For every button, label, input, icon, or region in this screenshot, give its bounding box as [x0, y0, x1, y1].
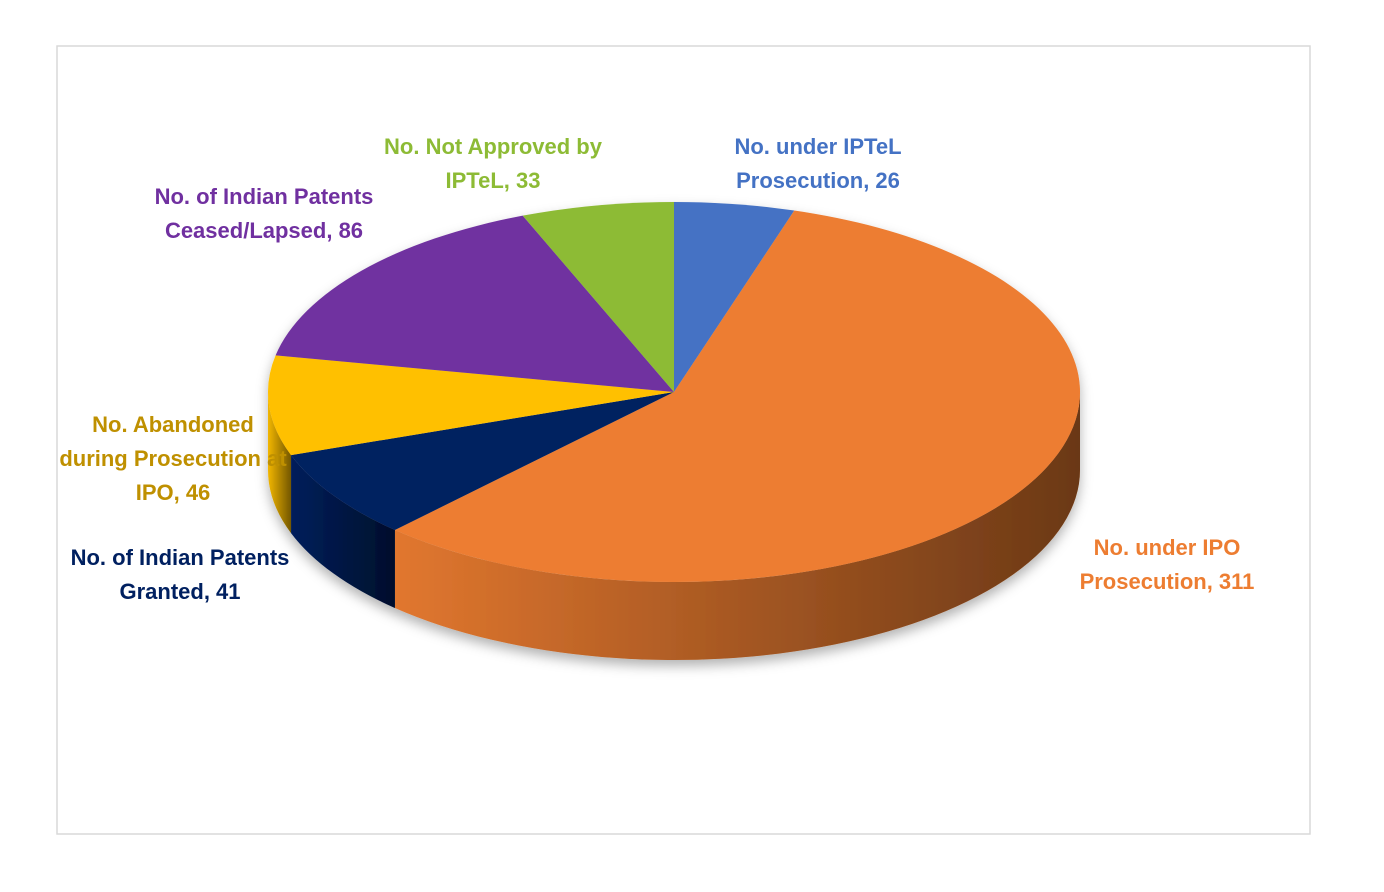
data-label: No. Not Approved by IPTeL, 33 [378, 130, 608, 198]
pie [268, 202, 1080, 660]
data-label: No. under IPTeL Prosecution, 26 [713, 130, 923, 198]
data-label: No. under IPO Prosecution, 311 [1060, 531, 1275, 599]
data-label: No. of Indian Patents Granted, 41 [55, 541, 305, 609]
data-label: No. of Indian Patents Ceased/Lapsed, 86 [148, 180, 380, 248]
data-label: No. Abandoned during Prosecution at IPO,… [58, 408, 288, 510]
